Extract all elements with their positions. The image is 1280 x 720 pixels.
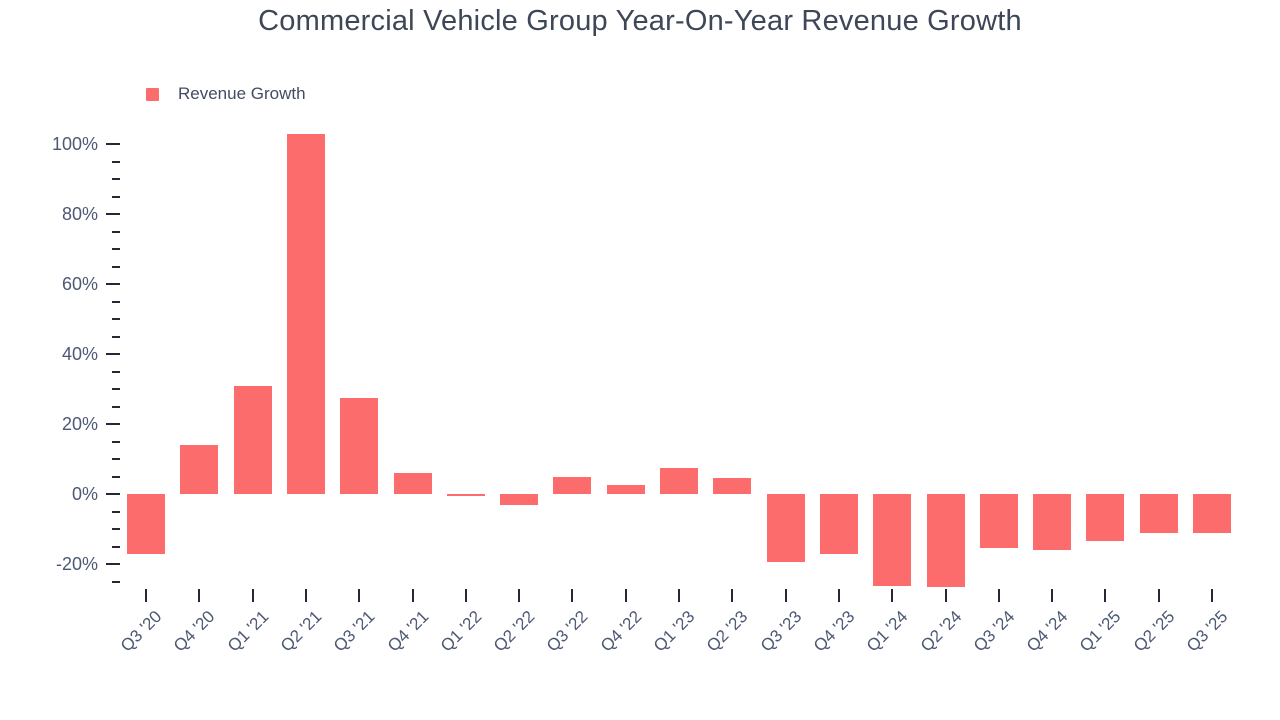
bar-q1--22 — [446, 494, 485, 496]
bar-q3--20 — [127, 494, 165, 554]
y-axis-minor-tick — [112, 475, 120, 478]
legend-item-revenue-growth[interactable]: Revenue Growth — [146, 84, 306, 104]
x-axis-tick — [464, 589, 467, 602]
x-axis-tick — [358, 589, 361, 602]
x-axis-tick — [624, 589, 627, 602]
x-axis-tick — [145, 589, 147, 602]
bar-q1--21 — [233, 385, 272, 494]
x-axis-tick — [1104, 589, 1107, 602]
bar-q3--21 — [340, 397, 379, 494]
y-axis-minor-tick — [112, 458, 120, 460]
x-axis-tick — [784, 589, 787, 602]
y-axis-minor-tick — [112, 265, 120, 268]
x-axis-tick — [411, 589, 414, 602]
y-axis-minor-tick — [112, 230, 120, 233]
y-axis-minor-tick — [112, 178, 120, 180]
y-axis-minor-tick — [112, 300, 120, 303]
y-axis-major-tick — [106, 423, 120, 425]
y-axis-major-tick — [106, 143, 120, 145]
bar-q2--25 — [1139, 494, 1178, 534]
x-axis-tick — [518, 589, 521, 602]
y-axis-tick-label: 40% — [61, 344, 98, 364]
y-axis-tick-label: 100% — [51, 134, 98, 154]
y-axis-tick-label: 60% — [61, 274, 98, 294]
bar-q4--22 — [606, 485, 645, 494]
legend-swatch-icon — [146, 87, 159, 101]
bar-q4--21 — [393, 473, 432, 494]
y-axis-minor-tick — [112, 195, 120, 198]
y-axis-minor-tick — [112, 545, 120, 548]
x-axis-tick — [1211, 589, 1213, 602]
y-axis-minor-tick — [112, 370, 120, 373]
bar-q2--22 — [500, 494, 539, 505]
y-axis-minor-tick — [112, 335, 120, 338]
x-axis-tick — [1157, 589, 1160, 602]
legend-label: Revenue Growth — [178, 84, 306, 103]
y-axis-major-tick — [106, 283, 120, 285]
bar-q4--23 — [819, 494, 858, 554]
x-axis-tick — [1051, 589, 1054, 602]
x-axis-tick — [944, 589, 947, 602]
y-axis-major-tick — [106, 213, 120, 215]
x-axis-tick — [731, 589, 734, 602]
bar-q4--20 — [180, 445, 219, 494]
bar-q2--21 — [286, 133, 325, 494]
y-axis-tick-label: -20% — [55, 554, 98, 574]
y-axis-minor-tick — [112, 160, 120, 163]
x-axis-tick — [304, 589, 307, 602]
y-axis-tick-label: 80% — [61, 204, 98, 224]
y-axis-major-tick — [106, 353, 120, 355]
bar-q3--22 — [553, 476, 592, 494]
y-axis-minor-tick — [112, 248, 120, 250]
x-axis-tick — [251, 589, 254, 602]
bar-q3--23 — [766, 494, 805, 562]
y-axis-minor-tick — [112, 440, 120, 443]
bar-q3--24 — [979, 494, 1018, 549]
x-axis-tick — [997, 589, 1000, 602]
y-axis-minor-tick — [112, 510, 120, 513]
y-axis-major-tick — [106, 493, 120, 495]
bar-q1--25 — [1086, 494, 1125, 541]
y-axis-minor-tick — [112, 528, 120, 530]
chart-title: Commercial Vehicle Group Year-On-Year Re… — [258, 5, 1022, 37]
y-axis-tick-label: 0% — [71, 484, 98, 504]
x-axis-tick — [198, 589, 201, 602]
bar-q1--24 — [873, 494, 912, 587]
x-axis-tick — [571, 589, 574, 602]
bar-q2--23 — [713, 478, 752, 494]
y-axis-minor-tick — [112, 405, 120, 408]
y-axis-tick-label: 20% — [61, 414, 98, 434]
y-axis-minor-tick — [112, 388, 120, 390]
x-axis-tick — [891, 589, 894, 602]
y-axis-minor-tick — [112, 318, 120, 320]
bar-q4--24 — [1033, 494, 1072, 550]
x-axis-tick — [837, 589, 840, 602]
y-axis-minor-tick — [112, 580, 120, 583]
bar-q1--23 — [660, 467, 698, 494]
x-axis-tick — [678, 589, 680, 602]
y-axis-major-tick — [106, 563, 120, 565]
bar-q3--25 — [1193, 494, 1231, 534]
bar-q2--24 — [926, 494, 965, 587]
